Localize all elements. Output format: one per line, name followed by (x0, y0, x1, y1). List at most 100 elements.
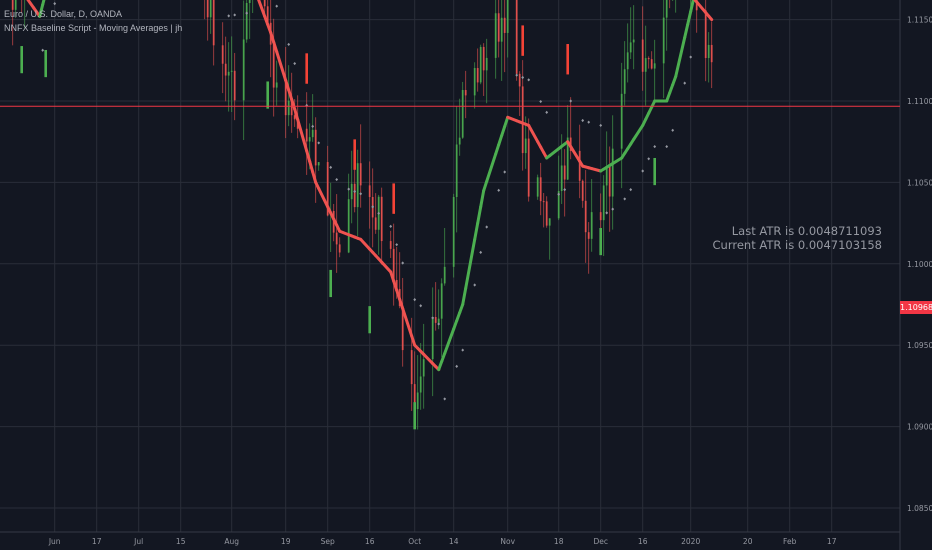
baseline-segment (473, 221, 480, 241)
trail-dot (395, 243, 399, 247)
baseline-segment (674, 36, 687, 79)
trail-dot (335, 177, 339, 182)
candle-body (284, 82, 287, 116)
trail-dot (539, 99, 543, 104)
trail-dot (233, 13, 237, 17)
candle-body (665, 0, 668, 18)
y-tick-label: 1.09000 (907, 423, 932, 432)
candle-body (326, 162, 329, 216)
candle-body (242, 39, 245, 101)
x-tick-label: 20 (743, 537, 753, 546)
candle-body (611, 148, 614, 197)
trail-dot (647, 157, 651, 161)
trail-dot (401, 261, 405, 265)
trail-dot (41, 48, 45, 52)
trail-dot (227, 14, 231, 18)
trail-dot (503, 170, 507, 174)
candle-body (206, 0, 209, 18)
baseline-segment (257, 0, 267, 18)
baseline-segment (308, 159, 315, 174)
trail-dot (641, 169, 645, 173)
signal-marker-up (413, 402, 416, 430)
candle-body (395, 280, 398, 290)
trail-dot (623, 197, 627, 201)
candle-body (347, 199, 350, 253)
candle-body (710, 44, 713, 63)
candle-body (233, 70, 236, 101)
x-tick-label: 16 (638, 537, 648, 546)
candle-body (542, 201, 545, 203)
candle-body (626, 52, 629, 70)
candle-body (629, 42, 632, 53)
baseline-segment (503, 115, 510, 128)
baseline-segment (422, 352, 435, 366)
candle-body (293, 115, 296, 120)
candle-body (545, 201, 548, 226)
trail-dot (671, 128, 675, 132)
y-tick-label: 1.10000 (907, 260, 932, 269)
trail-dot (353, 189, 357, 194)
trail-dot (377, 211, 381, 215)
candle-body (353, 183, 356, 208)
candle-body (605, 166, 608, 186)
trail-dot (587, 120, 591, 124)
baseline-segment (689, 0, 695, 13)
baseline-segment (389, 270, 396, 283)
trail-dot (545, 110, 549, 114)
baseline-segment (296, 118, 309, 153)
candle-body (662, 17, 665, 64)
candle-body (527, 138, 530, 197)
baseline-segment (485, 152, 498, 183)
candle-body (413, 384, 416, 410)
baseline-segment (527, 123, 540, 144)
x-tick-label: Dec (593, 537, 608, 546)
candle-body (518, 73, 521, 87)
candle-body (308, 137, 311, 142)
candle-body (578, 150, 581, 181)
x-tick-label: Jun (48, 537, 61, 546)
candle-body (539, 177, 542, 202)
baseline-segment (287, 88, 294, 102)
baseline-segment (359, 237, 372, 251)
baseline-segment (392, 279, 399, 292)
baseline-segment (590, 167, 603, 173)
trail-dot (473, 283, 477, 287)
baseline-segment (401, 307, 414, 338)
candle-body (536, 177, 539, 197)
candle-body (311, 129, 314, 138)
trail-dot (455, 364, 459, 368)
candle-body (290, 100, 293, 116)
x-tick-label: 17 (92, 537, 102, 546)
trail-dot (683, 81, 687, 85)
baseline-segment (38, 3, 45, 18)
candle-body (584, 200, 587, 233)
trail-dot (371, 205, 375, 209)
trail-dot (389, 224, 393, 228)
candle-body (695, 0, 698, 11)
indicator-name: NNFX Baseline Script - Moving Averages |… (4, 23, 183, 33)
trail-dot (515, 73, 519, 77)
baseline-segment (398, 297, 405, 311)
x-tick-label: 19 (281, 537, 291, 546)
y-tick-label: 1.11500 (907, 16, 932, 25)
baseline-segment (497, 134, 504, 147)
signal-marker-down (305, 53, 308, 84)
signal-marker-up (329, 269, 332, 298)
signal-marker-down (353, 139, 356, 170)
trail-dot (347, 187, 351, 191)
x-tick-label: Aug (224, 537, 239, 546)
baseline-segment (317, 187, 330, 209)
candle-body (380, 196, 383, 242)
candle-body (392, 248, 395, 281)
trail-dot (497, 188, 501, 192)
candle-body (620, 93, 623, 149)
signal-marker-down (566, 44, 569, 75)
x-tick-label: Jul (133, 537, 143, 546)
candle-body (632, 39, 635, 43)
trail-dot (413, 298, 417, 302)
baseline-segment (443, 327, 456, 355)
candle-body (212, 0, 215, 46)
candle-body (248, 0, 251, 3)
candle-body (482, 46, 485, 71)
candle-body (560, 165, 563, 192)
